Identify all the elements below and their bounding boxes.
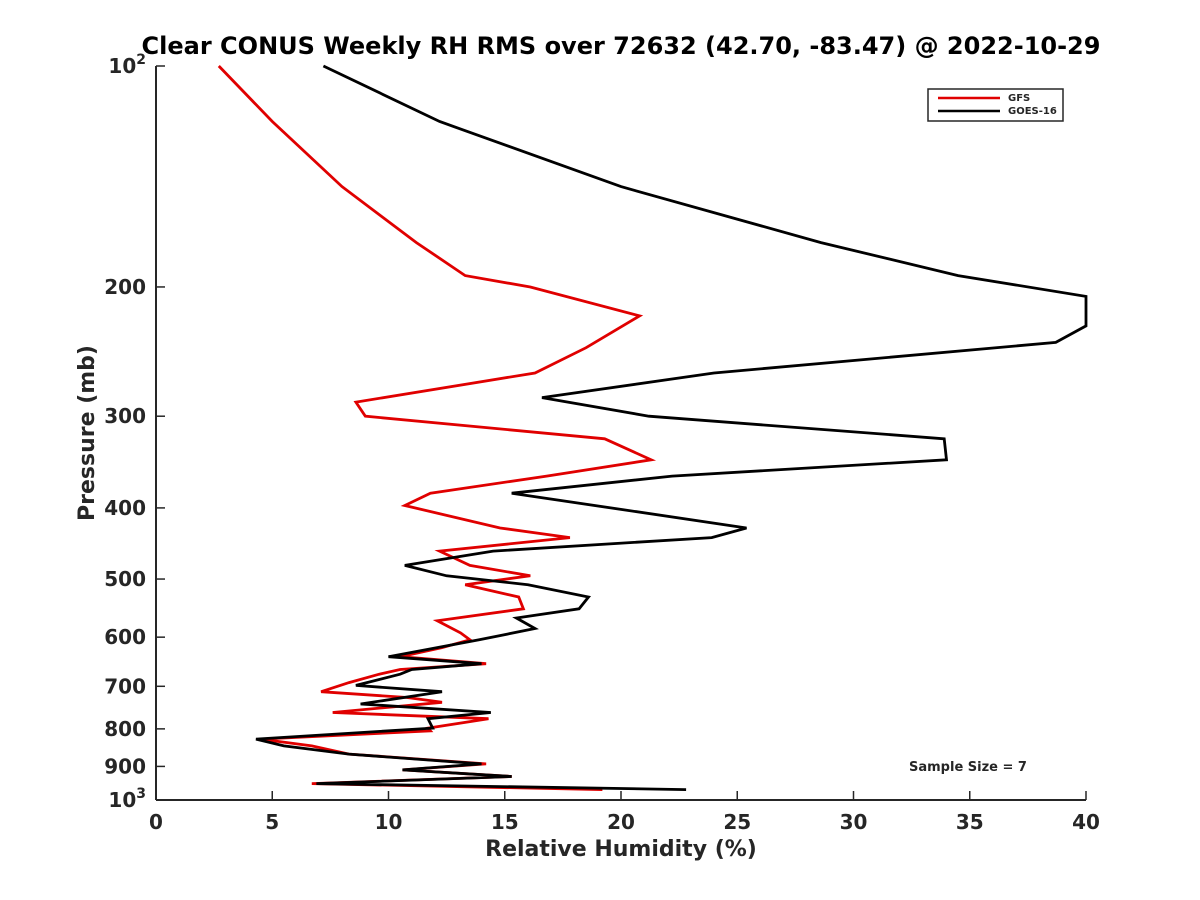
sample-size-annotation: Sample Size = 7 <box>909 760 1027 775</box>
x-tick-label: 5 <box>265 810 279 834</box>
y-ticks: 102 200 300 400 500 600 700 800 900 103 <box>104 52 165 812</box>
y-tick-label: 900 <box>104 754 146 778</box>
series-line-gfs <box>217 65 657 791</box>
plot-background <box>156 66 1086 800</box>
x-tick-label: 40 <box>1072 810 1100 834</box>
x-tick-label: 15 <box>491 810 519 834</box>
x-axis-label: Relative Humidity (%) <box>485 837 757 862</box>
y-tick-label: 500 <box>104 567 146 591</box>
legend-label-gfs: GFS <box>1008 93 1030 104</box>
y-tick-label: 103 <box>108 786 146 812</box>
y-tick-label: 102 <box>108 52 146 78</box>
x-tick-label: 35 <box>956 810 984 834</box>
x-ticks: 0 5 10 15 20 25 30 35 40 <box>149 791 1100 834</box>
y-tick-label: 300 <box>104 404 146 428</box>
series-layer <box>217 64 1088 791</box>
y-tick-label: 800 <box>104 717 146 741</box>
x-tick-label: 25 <box>723 810 751 834</box>
x-tick-label: 0 <box>149 810 163 834</box>
legend-label-goes16: GOES-16 <box>1008 106 1057 117</box>
legend: GFS GOES-16 <box>927 88 1064 122</box>
x-tick-label: 10 <box>375 810 403 834</box>
x-tick-label: 30 <box>840 810 868 834</box>
y-tick-label: 600 <box>104 625 146 649</box>
x-tick-label: 20 <box>607 810 635 834</box>
y-axis-label: Pressure (mb) <box>75 345 100 521</box>
y-tick-label: 200 <box>104 275 146 299</box>
chart-title: Clear CONUS Weekly RH RMS over 72632 (42… <box>142 32 1101 60</box>
series-line-goes16 <box>255 64 1088 791</box>
legend-box <box>927 88 1064 122</box>
y-tick-label: 700 <box>104 674 146 698</box>
y-tick-label: 400 <box>104 496 146 520</box>
